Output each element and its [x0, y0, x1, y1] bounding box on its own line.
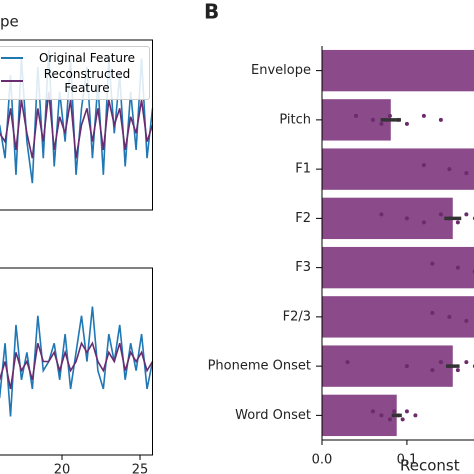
panel-title: pe	[0, 13, 19, 31]
swarm-point	[379, 212, 384, 217]
swarm-point	[455, 368, 460, 373]
bar	[322, 197, 453, 240]
y-tick-label: Phoneme Onset	[208, 359, 311, 374]
swarm-point	[464, 171, 469, 176]
swarm-point	[438, 117, 443, 122]
swarm-point	[464, 212, 469, 217]
x-tick-label: 0.0	[312, 453, 333, 468]
bar	[322, 99, 391, 141]
swarm-point	[370, 409, 375, 414]
line	[0, 341, 154, 390]
swarm-point	[404, 216, 409, 221]
swarm-point	[392, 409, 397, 414]
y-tick-label: F1	[295, 162, 311, 177]
swarm-point	[455, 220, 460, 225]
legend-label: Original Feature	[38, 51, 136, 65]
y-tick-label: F2/3	[283, 309, 311, 324]
swarm-point	[447, 167, 452, 172]
swarm-point	[430, 368, 435, 373]
swarm-point	[400, 417, 405, 422]
swarm-point	[387, 417, 392, 422]
swarm-point	[464, 318, 469, 323]
swarm-point	[353, 113, 358, 118]
y-tick-label: Envelope	[251, 63, 311, 78]
x-tick-label: 20	[54, 463, 71, 474]
y-tick-label: Pitch	[279, 112, 311, 127]
swarm-point	[430, 261, 435, 266]
bar	[322, 345, 453, 387]
swarm-point	[455, 265, 460, 270]
axes-frame	[0, 39, 153, 211]
swarm-point	[438, 360, 443, 365]
swarm-point	[421, 163, 426, 168]
legend-item: Reconstructed Feature	[1, 67, 145, 95]
swarm-point	[438, 212, 443, 217]
swarm-point	[404, 121, 409, 126]
swarm-point	[430, 310, 435, 315]
legend-label: Reconstructed Feature	[43, 67, 131, 95]
y-tick-label: F2	[295, 211, 311, 226]
x-tick-label: 0.1	[397, 453, 418, 468]
x-tick-label: 25	[132, 463, 149, 474]
bar	[322, 394, 397, 437]
swarm-point	[379, 413, 384, 418]
swarm-point	[413, 413, 418, 418]
swarm-point	[404, 409, 409, 414]
y-tick-label: F3	[295, 260, 311, 275]
swarm-point	[345, 360, 350, 365]
axes-frame	[0, 267, 153, 456]
legend-item: Original Feature	[1, 51, 145, 65]
panel-label: B	[204, 0, 219, 24]
swarm-point	[370, 117, 375, 122]
x-axis-label: Reconst	[400, 457, 460, 474]
swarm-point	[404, 364, 409, 369]
swarm-point	[447, 314, 452, 319]
line	[0, 306, 154, 417]
swarm-point	[421, 220, 426, 225]
bar	[322, 49, 474, 92]
swarm-point	[421, 113, 426, 118]
legend-swatch	[1, 80, 23, 82]
line	[0, 91, 154, 159]
swarm-point	[464, 360, 469, 365]
swarm-point	[379, 121, 384, 126]
legend: Original Feature Reconstructed Feature	[0, 46, 150, 100]
swarm-point	[387, 113, 392, 118]
bar	[322, 246, 474, 289]
legend-swatch	[1, 57, 23, 59]
y-tick-label: Word Onset	[235, 408, 311, 423]
